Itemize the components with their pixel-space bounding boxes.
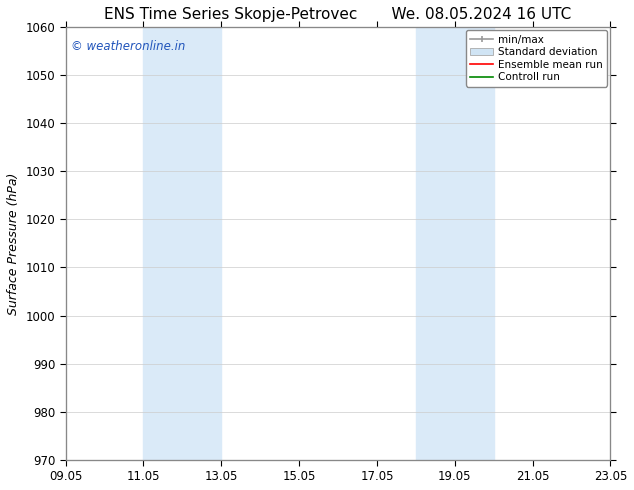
- Bar: [416, 27, 455, 460]
- Legend: min/max, Standard deviation, Ensemble mean run, Controll run: min/max, Standard deviation, Ensemble me…: [466, 30, 607, 87]
- Y-axis label: Surface Pressure (hPa): Surface Pressure (hPa): [7, 172, 20, 315]
- Title: ENS Time Series Skopje-Petrovec       We. 08.05.2024 16 UTC: ENS Time Series Skopje-Petrovec We. 08.0…: [105, 7, 572, 22]
- Bar: [455, 27, 494, 460]
- Text: © weatheronline.in: © weatheronline.in: [71, 40, 186, 53]
- Bar: [143, 27, 221, 460]
